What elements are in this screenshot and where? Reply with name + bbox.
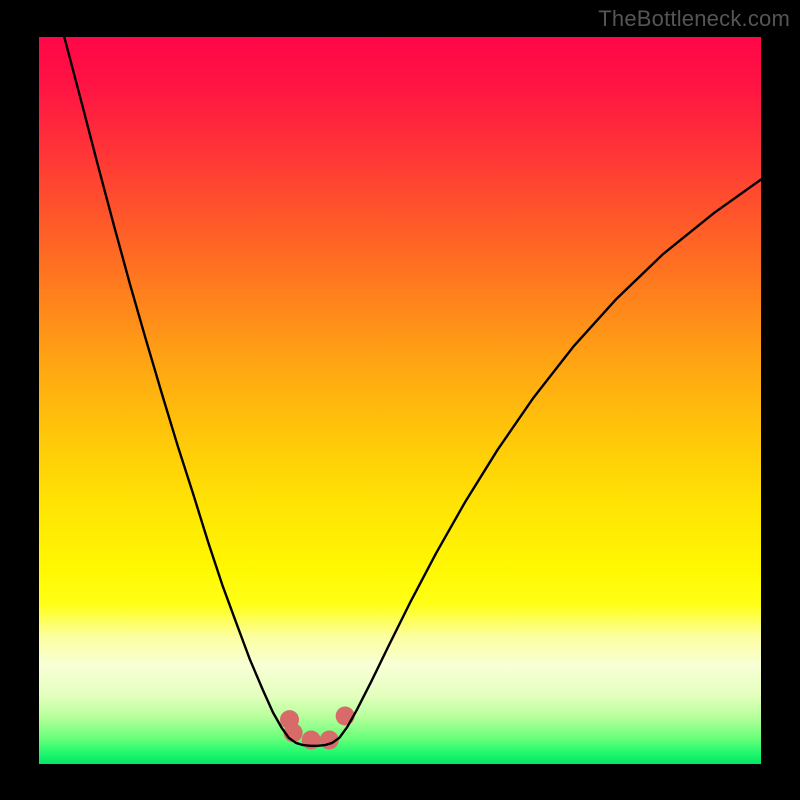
curve-marker [336, 707, 355, 726]
plot-gradient-background [39, 37, 761, 764]
watermark-text: TheBottleneck.com [598, 6, 790, 32]
chart-container: TheBottleneck.com [0, 0, 800, 800]
bottleneck-curve-chart [0, 0, 800, 800]
